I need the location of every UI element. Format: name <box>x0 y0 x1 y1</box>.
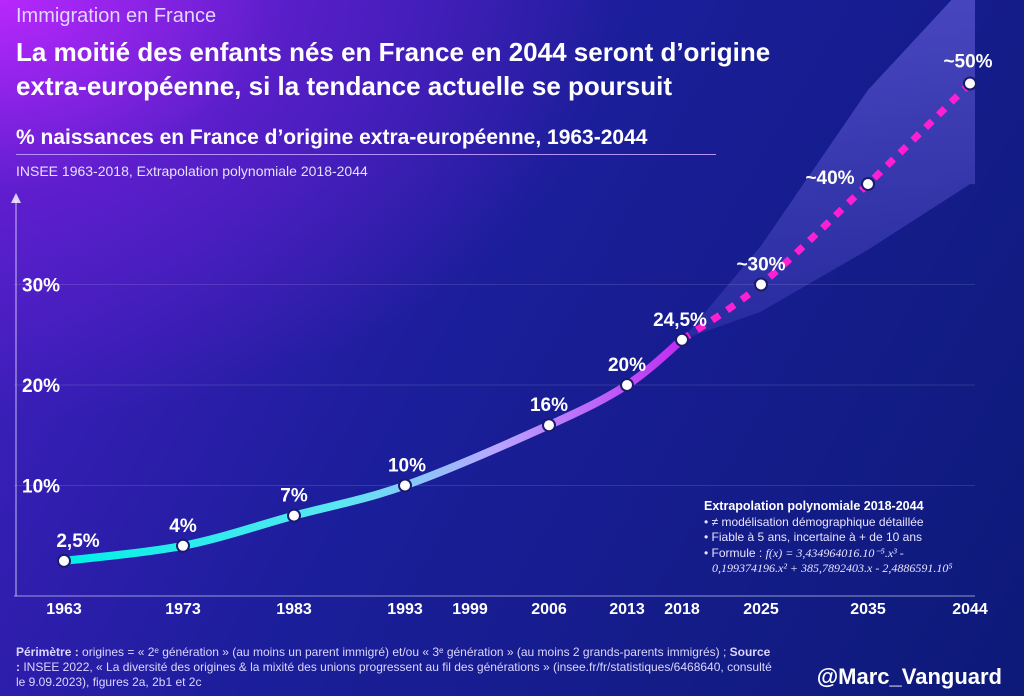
perimetre-label: Périmètre : <box>16 645 79 659</box>
x-tick-label: 1993 <box>387 601 423 618</box>
data-label: 10% <box>388 456 426 477</box>
data-label: ~40% <box>805 168 854 189</box>
kicker: Immigration en France <box>16 5 217 27</box>
x-tick-label: 2025 <box>743 601 779 618</box>
source-label: Source : <box>16 645 771 674</box>
data-point <box>675 332 689 347</box>
footer-text: Périmètre : origines = « 2ᵉ génération »… <box>16 645 776 690</box>
data-point <box>542 418 556 433</box>
chart-subtitle: % naissances en France d’origine extra-e… <box>16 126 648 149</box>
data-label: 2,5% <box>56 531 99 552</box>
formula-part-1: f(x) = 3,434964016.10⁻⁵.x³ - <box>765 545 904 560</box>
source-text: INSEE 2022, « La diversité des origines … <box>16 660 772 689</box>
data-point <box>620 378 634 392</box>
data-points <box>57 76 977 568</box>
perimetre-text: origines = « 2ᵉ génération » (au moins u… <box>78 645 730 659</box>
data-labels: 2,5% 4% 7% 10% 16% 20% 24,5% ~30% ~40% ~50% <box>56 52 992 552</box>
data-label: ~50% <box>943 52 992 73</box>
extrapolation-note: Extrapolation polynomiale 2018-2044 • ≠ … <box>704 499 953 577</box>
series-line-observed <box>60 335 686 565</box>
note-item: • ≠ modélisation démographique détaillée <box>704 514 924 529</box>
note-item: • Formule : f(x) = 3,434964016.10⁻⁵.x³ - <box>704 546 953 562</box>
data-point <box>963 76 977 91</box>
series-line-projection <box>679 81 973 343</box>
data-label: 24,5% <box>653 310 707 331</box>
data-point <box>57 553 71 568</box>
data-label: 20% <box>608 355 646 376</box>
x-tick-label: 2035 <box>850 601 886 618</box>
x-tick-label: 2044 <box>952 601 988 618</box>
data-point <box>861 177 875 191</box>
y-tick-labels: 10% 20% 30% <box>22 276 60 498</box>
note-formula-label: • Formule : <box>704 545 763 560</box>
x-tick-label: 2013 <box>609 601 645 618</box>
note-title: Extrapolation polynomiale 2018-2044 <box>704 499 924 513</box>
data-point <box>398 478 412 493</box>
data-label: 4% <box>169 516 197 537</box>
grid-lines <box>14 284 975 486</box>
y-axis-arrow <box>11 193 21 203</box>
title-line-2: extra-européenne, si la tendance actuell… <box>16 71 672 101</box>
y-tick-label: 30% <box>22 276 60 297</box>
formula-part-2: 0,199374196.x² + 385,7892403.x - 2,48865… <box>712 561 953 575</box>
x-tick-label: 1973 <box>165 601 201 618</box>
axis <box>11 193 975 597</box>
subtitle-rule <box>16 154 716 155</box>
x-tick-labels: 1963 1973 1983 1993 1999 2006 2013 2018 2025 2035… <box>46 601 988 618</box>
data-point <box>754 277 768 292</box>
data-point <box>176 538 190 553</box>
data-label: 7% <box>280 486 308 507</box>
y-tick-label: 10% <box>22 477 60 498</box>
x-tick-label: 1999 <box>452 601 488 618</box>
data-label: ~30% <box>736 255 785 276</box>
y-tick-label: 20% <box>22 376 60 397</box>
data-label: 16% <box>530 395 568 416</box>
source-line: INSEE 1963-2018, Extrapolation polynomia… <box>16 163 368 179</box>
x-tick-label: 2006 <box>531 601 567 618</box>
x-tick-label: 2018 <box>664 601 700 618</box>
note-item: • Fiable à 5 ans, incertaine à + de 10 a… <box>704 530 923 544</box>
title-line-1: La moitié des enfants nés en France en 2… <box>16 37 771 67</box>
projection-band <box>682 0 975 340</box>
author-handle: @Marc_Vanguard <box>816 664 1002 689</box>
x-tick-label: 1983 <box>276 601 312 618</box>
x-tick-label: 1963 <box>46 601 82 618</box>
uncertainty-band <box>682 0 975 340</box>
data-point <box>287 508 301 523</box>
